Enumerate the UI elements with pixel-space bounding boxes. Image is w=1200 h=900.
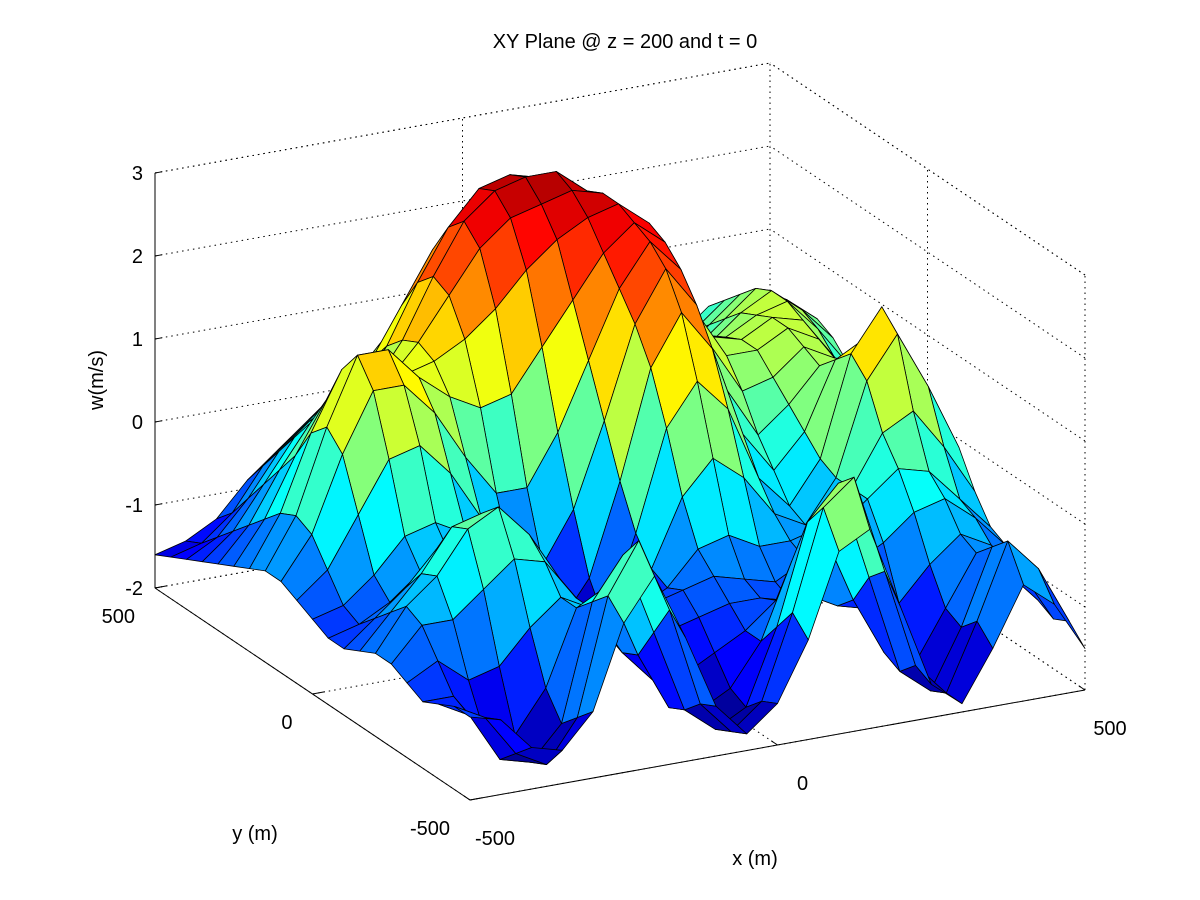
z-tick-label: 1: [132, 329, 143, 351]
x-tick: [770, 740, 778, 746]
z-tick: [154, 337, 163, 340]
z-tick: [154, 171, 163, 174]
z-tick: [154, 586, 163, 589]
x-tick-label: 500: [1093, 718, 1126, 740]
grid-line: [154, 62, 771, 174]
y-axis-label: y (m): [232, 823, 278, 845]
surface-patch: [453, 706, 502, 721]
y-tick: [469, 797, 483, 801]
axes: -500 0 500 -500 0 500 -2 -1 0 1 2 3: [102, 163, 1127, 850]
y-tick: [312, 691, 325, 695]
x-axis-label: x (m): [732, 848, 778, 870]
z-tick: [154, 420, 163, 423]
grid-line: [769, 62, 1086, 276]
z-tick: [154, 503, 163, 506]
z-tick-label: -1: [125, 495, 143, 517]
chart-title: XY Plane @ z = 200 and t = 0: [493, 31, 758, 53]
x-tick: [463, 795, 471, 801]
z-tick-label: 3: [132, 163, 143, 185]
z-tick-label: 2: [132, 246, 143, 268]
z-tick: [154, 254, 163, 257]
x-tick-label: 0: [797, 773, 808, 795]
z-tick-label: 0: [132, 412, 143, 434]
x-tick-label: -500: [475, 828, 515, 850]
x-tick: [1078, 685, 1086, 691]
z-tick-label: -2: [125, 578, 143, 600]
grid-line: [769, 62, 1086, 276]
y-tick-label: -500: [410, 818, 450, 840]
y-tick-label: 500: [102, 606, 135, 628]
y-tick-label: 0: [281, 712, 292, 734]
z-axis-label: w(m/s): [86, 350, 108, 411]
surface-plot: [154, 171, 1086, 765]
